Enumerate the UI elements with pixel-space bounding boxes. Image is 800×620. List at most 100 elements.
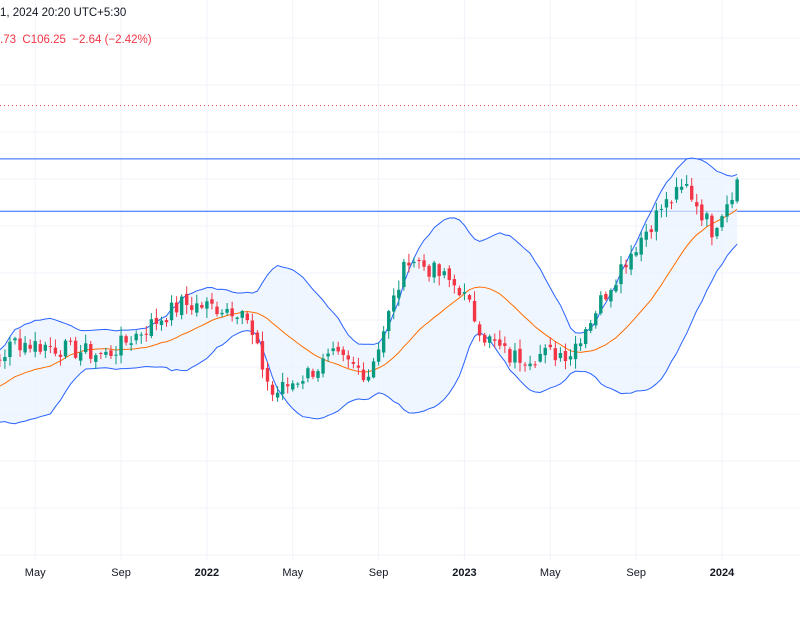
candle-body bbox=[240, 311, 244, 318]
candle-body bbox=[164, 320, 169, 323]
x-tick-label: 2022 bbox=[195, 567, 219, 579]
candle-body bbox=[417, 260, 421, 262]
candle-body bbox=[407, 262, 411, 266]
candle-body bbox=[275, 392, 280, 398]
candle-body bbox=[629, 253, 633, 270]
candle-body bbox=[23, 342, 27, 353]
candle-body bbox=[649, 229, 653, 233]
candle-body bbox=[84, 343, 88, 353]
candle-body bbox=[690, 185, 694, 200]
candle-body bbox=[119, 335, 123, 356]
candle-body bbox=[341, 349, 345, 355]
candle-body bbox=[255, 332, 260, 344]
candle-body bbox=[412, 261, 416, 264]
x-tick-label: Sep bbox=[111, 567, 131, 579]
candle-body bbox=[427, 265, 431, 277]
candle-body bbox=[301, 381, 305, 384]
candle-body bbox=[48, 346, 53, 348]
candle-body bbox=[68, 340, 73, 342]
candle-body bbox=[679, 186, 684, 190]
candle-body bbox=[432, 262, 436, 278]
candle-body bbox=[179, 296, 184, 316]
candle-body bbox=[291, 383, 295, 390]
candle-body bbox=[518, 348, 522, 363]
candle-body bbox=[488, 336, 492, 343]
candle-body bbox=[528, 363, 532, 367]
candle-body bbox=[684, 183, 689, 186]
legend-change: −2.64 bbox=[72, 34, 102, 46]
candle-body bbox=[245, 313, 249, 321]
candle-body bbox=[43, 344, 47, 351]
candle-body bbox=[634, 252, 638, 256]
candle-body bbox=[467, 295, 472, 300]
candle-body bbox=[99, 352, 103, 354]
candle-body bbox=[477, 324, 482, 336]
candle-body bbox=[200, 304, 204, 308]
candle-body bbox=[563, 351, 568, 362]
candle-body bbox=[265, 367, 270, 382]
candle-body bbox=[306, 368, 310, 379]
candle-body bbox=[225, 308, 229, 313]
candle-body bbox=[402, 261, 406, 288]
upper-band bbox=[0, 157, 738, 351]
candle-body bbox=[185, 293, 189, 306]
candle-body bbox=[195, 303, 199, 313]
candle-body bbox=[58, 354, 63, 357]
candle-body bbox=[715, 228, 719, 237]
x-tick-label: 2023 bbox=[452, 567, 476, 579]
x-tick-label: May bbox=[540, 567, 561, 579]
legend-close: C106.25 bbox=[22, 34, 66, 46]
candle-body bbox=[503, 343, 507, 346]
candle-body bbox=[134, 333, 138, 341]
candle-body bbox=[710, 215, 714, 238]
x-tick-label: 2024 bbox=[710, 567, 735, 579]
candle-body bbox=[321, 358, 325, 374]
candle-body bbox=[235, 317, 239, 319]
candle-body bbox=[38, 344, 42, 352]
candle-body bbox=[457, 287, 462, 296]
candle-body bbox=[493, 339, 497, 341]
x-axis: May Sep 2022 May Sep 2023 May Sep 2024 bbox=[25, 567, 735, 579]
candle-body bbox=[700, 204, 704, 221]
candle-body bbox=[498, 339, 502, 346]
candle-body bbox=[664, 199, 669, 208]
candle-body bbox=[376, 349, 381, 362]
candle-body bbox=[614, 284, 618, 292]
candle-body bbox=[472, 300, 477, 322]
candle-body bbox=[387, 311, 391, 332]
candle-body bbox=[674, 186, 679, 200]
candlestick-series bbox=[0, 175, 739, 402]
candle-body bbox=[250, 320, 255, 335]
bollinger-bands bbox=[0, 157, 738, 425]
candle-body bbox=[159, 320, 164, 325]
candle-body bbox=[336, 346, 340, 352]
candle-body bbox=[89, 343, 93, 359]
candle-body bbox=[230, 308, 234, 317]
candle-body bbox=[397, 289, 401, 299]
candle-body bbox=[139, 334, 143, 336]
candle-body bbox=[280, 381, 285, 395]
candle-body bbox=[437, 264, 441, 277]
candle-body bbox=[695, 202, 699, 207]
candle-body bbox=[190, 305, 194, 310]
candle-body bbox=[18, 338, 22, 351]
candle-body bbox=[326, 353, 330, 357]
candle-body bbox=[644, 231, 648, 240]
candle-body bbox=[578, 343, 583, 347]
candle-body bbox=[33, 341, 37, 352]
candle-body bbox=[8, 341, 12, 358]
band-fill bbox=[0, 158, 738, 424]
candle-body bbox=[447, 268, 451, 280]
candle-body bbox=[104, 351, 108, 355]
candle-body bbox=[568, 356, 573, 360]
candle-body bbox=[659, 208, 664, 210]
candle-body bbox=[705, 213, 709, 220]
candle-body bbox=[109, 350, 113, 356]
candle-body bbox=[0, 359, 2, 361]
candle-body bbox=[543, 347, 547, 356]
x-tick-label: May bbox=[282, 567, 303, 579]
candle-body bbox=[13, 338, 17, 341]
candle-body bbox=[392, 295, 396, 312]
candle-body bbox=[124, 336, 128, 343]
